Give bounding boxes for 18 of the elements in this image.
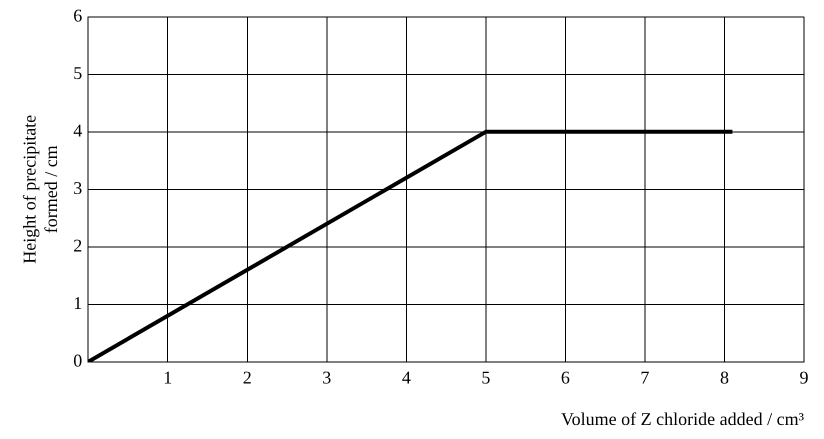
x-tick-label: 1 — [163, 367, 172, 388]
x-tick-label: 7 — [640, 367, 650, 388]
y-tick-label: 2 — [73, 236, 82, 256]
x-tick-label: 3 — [322, 367, 332, 388]
y-tick-label: 1 — [73, 293, 82, 314]
x-tick-label: 6 — [560, 367, 570, 388]
x-tick-label: 4 — [402, 367, 411, 388]
y-tick-label: 0 — [73, 350, 82, 371]
y-tick-label: 5 — [73, 63, 82, 84]
x-tick-label: 9 — [800, 367, 808, 388]
y-tick-label: 3 — [73, 178, 82, 198]
x-tick-label: 5 — [481, 367, 490, 388]
x-tick-label: 8 — [720, 367, 729, 388]
x-tick-label: 2 — [242, 367, 252, 388]
x-axis-title: Volume of Z chloride added / cm³ — [561, 408, 805, 429]
y-axis-title: Height of precipitate formed / cm — [20, 114, 62, 264]
y-tick-label: 6 — [73, 6, 82, 26]
y-tick-label: 4 — [73, 120, 82, 141]
